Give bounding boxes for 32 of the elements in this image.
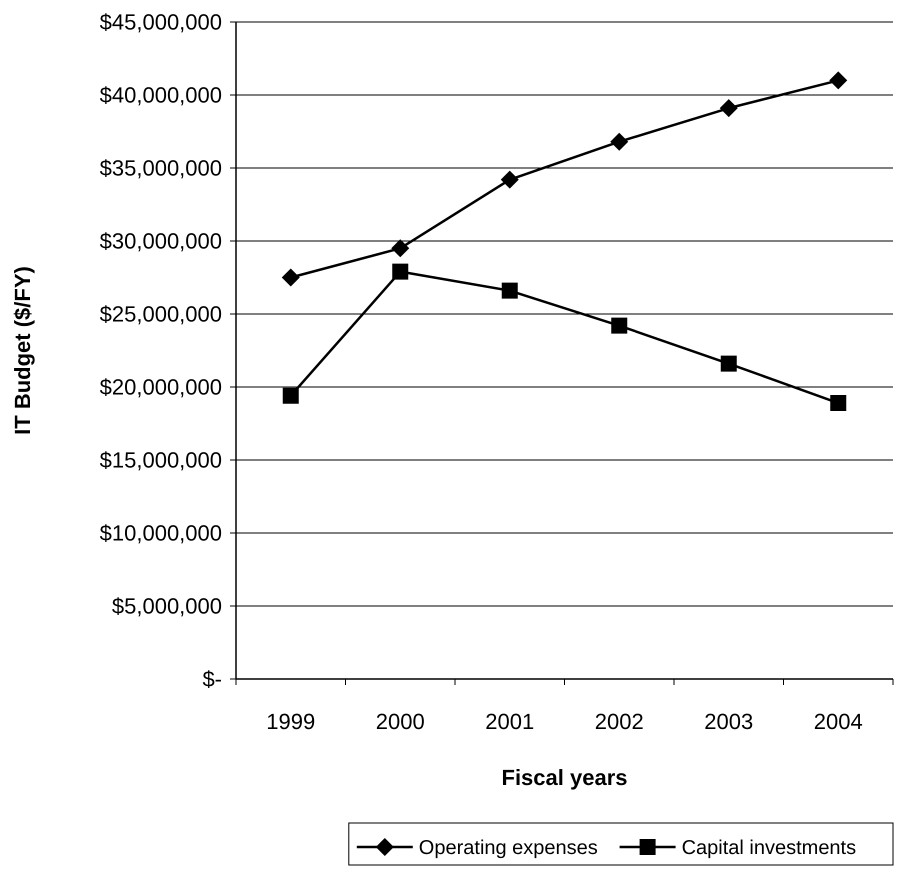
y-tick-label: $5,000,000 [112,594,222,619]
y-tick-label: $35,000,000 [100,156,222,181]
y-tick-label: $20,000,000 [100,374,222,400]
x-tick-label: 2004 [814,709,863,734]
legend-label: Operating expenses [418,837,598,859]
point [500,170,519,189]
point [830,395,846,412]
point [282,268,300,286]
point [829,71,848,90]
y-tick-label: $- [202,666,222,692]
point [392,264,408,280]
point [502,282,518,299]
y-tick-label: $10,000,000 [100,520,222,546]
x-tick-label: 2003 [704,709,754,734]
x-tick-label: 2001 [485,709,534,734]
x-axis-title: Fiscal years [502,765,628,790]
y-tick-label: $30,000,000 [100,228,222,254]
point [720,99,738,118]
point [391,239,410,258]
x-tick-label: 1999 [266,709,316,734]
legend-label: Capital investments [682,837,856,859]
y-tick-label: $15,000,000 [100,448,222,473]
point [282,388,299,404]
x-tick-label: 2000 [376,709,425,734]
point [610,132,628,151]
y-axis-title: IT Budget ($/FY) [10,266,35,435]
point [720,356,737,372]
point [611,318,628,334]
y-tick-label: $40,000,000 [100,82,222,108]
y-tick-label: $45,000,000 [100,10,222,35]
y-tick-label: $25,000,000 [100,302,222,327]
x-tick-label: 2002 [594,709,644,734]
